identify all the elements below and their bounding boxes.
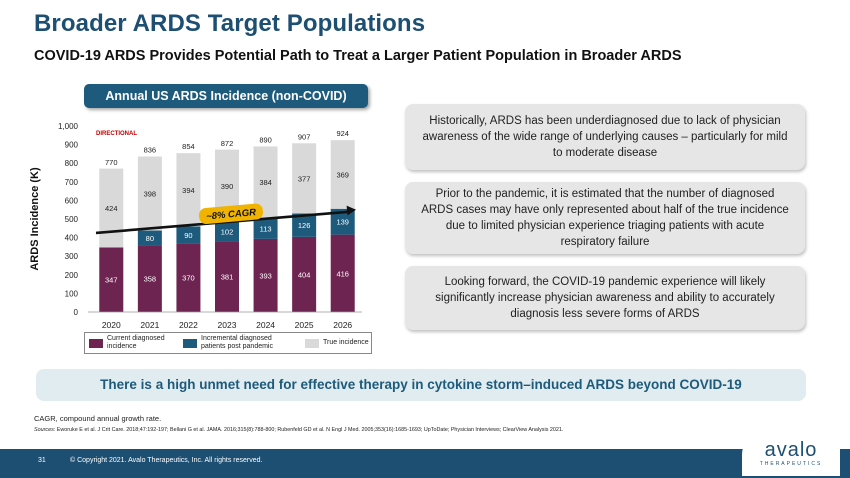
bar-segment <box>330 234 355 312</box>
bar-segment <box>137 245 162 312</box>
segment-value-label: 398 <box>144 190 157 199</box>
logo-wordmark: avalo <box>764 439 818 461</box>
x-tick-label: 2025 <box>295 320 314 330</box>
directional-label: DIRECTIONAL <box>96 131 137 137</box>
y-axis-title: ARDS Incidence (K) <box>29 167 41 271</box>
avalo-logo: avalo THERAPEUTICS <box>742 436 840 476</box>
trend-arrowhead <box>346 205 356 216</box>
abbreviation-note: CAGR, compound annual growth rate. <box>34 414 162 423</box>
copyright-text: © Copyright 2021. Avalo Therapeutics, In… <box>70 457 263 464</box>
info-box-outlook-text: Looking forward, the COVID-19 pandemic e… <box>435 276 775 320</box>
legend-label-incremental: Incremental diagnosed patients post pand… <box>201 335 273 350</box>
x-tick-label: 2022 <box>179 320 198 330</box>
segment-value-label: 113 <box>260 224 272 233</box>
unmet-need-banner: There is a high unmet need for effective… <box>36 369 806 401</box>
legend-label-current: Current diagnosed incidence <box>107 335 165 350</box>
segment-value-label: 416 <box>336 269 349 278</box>
legend-swatch-incremental <box>183 338 197 348</box>
legend-item-true: True incidence <box>305 338 369 348</box>
segment-value-label: 102 <box>221 228 234 237</box>
segment-value-label: 393 <box>259 271 272 280</box>
bar-segment <box>253 146 278 218</box>
bar-segment <box>176 153 201 227</box>
segment-value-label: 381 <box>221 273 234 282</box>
page-subtitle: COVID-19 ARDS Provides Potential Path to… <box>34 48 682 64</box>
info-box-prepandemic-text: Prior to the pandemic, it is estimated t… <box>421 188 789 248</box>
legend-label-true: True incidence <box>323 339 369 346</box>
bar-segment <box>137 230 162 246</box>
segment-value-label: 377 <box>298 174 311 183</box>
x-tick-label: 2026 <box>333 320 352 330</box>
bar-segment <box>137 156 162 231</box>
total-value-label: 872 <box>221 139 234 148</box>
bar-segment <box>99 247 124 312</box>
segment-value-label: 384 <box>259 178 272 187</box>
y-tick-label: 500 <box>65 215 79 224</box>
y-tick-label: 800 <box>65 159 79 168</box>
y-tick-label: 300 <box>65 252 79 261</box>
segment-value-label: 347 <box>105 276 118 285</box>
bar-segment <box>99 168 124 248</box>
x-tick-label: 2020 <box>102 320 121 330</box>
logo-subtext: THERAPEUTICS <box>759 461 823 467</box>
total-value-label: 890 <box>259 135 272 144</box>
sources-label: Sources: <box>34 427 56 433</box>
total-value-label: 907 <box>298 132 311 141</box>
y-tick-label: 200 <box>65 271 79 280</box>
total-value-label: 770 <box>105 158 118 167</box>
bar-segment <box>176 226 201 244</box>
y-tick-label: 1,000 <box>58 122 79 131</box>
legend-item-current: Current diagnosed incidence <box>89 335 175 351</box>
y-tick-label: 0 <box>74 308 79 317</box>
page-number: 31 <box>38 457 46 464</box>
segment-value-label: 126 <box>298 221 311 230</box>
segment-value-label: 424 <box>105 204 118 213</box>
segment-value-label: 394 <box>182 186 195 195</box>
legend-swatch-current <box>89 338 103 348</box>
ards-incidence-chart: ARDS Incidence (K) 0 100 200 300 400 500 600 700… <box>29 122 362 330</box>
bar-segment <box>253 217 278 239</box>
chart-title-pill: Annual US ARDS Incidence (non-COVID) <box>84 84 368 108</box>
chart-legend: Current diagnosed incidence Incremental … <box>84 332 372 354</box>
footer-bar <box>0 449 850 478</box>
info-box-outlook: Looking forward, the COVID-19 pandemic e… <box>405 266 805 330</box>
page-title: Broader ARDS Target Populations <box>34 10 426 37</box>
segment-value-label: 358 <box>144 275 157 284</box>
bar-segment <box>176 243 201 312</box>
segment-value-label: 370 <box>182 274 195 283</box>
segment-value-label: 90 <box>184 231 192 240</box>
segment-value-label: 139 <box>336 218 349 227</box>
x-tick-label: 2021 <box>140 320 159 330</box>
total-value-label: 854 <box>182 142 195 151</box>
segment-value-label: 390 <box>221 182 234 191</box>
y-tick-label: 900 <box>65 141 79 150</box>
x-tick-label: 2023 <box>218 320 237 330</box>
y-tick-label: 600 <box>65 196 79 205</box>
bar-segment <box>292 213 317 237</box>
info-box-history: Historically, ARDS has been underdiagnos… <box>405 104 805 170</box>
x-tick-label: 2024 <box>256 320 275 330</box>
sources-note: Sources: Eworuke E et al. J Crit Care. 2… <box>34 427 563 433</box>
y-tick-label: 400 <box>65 234 79 243</box>
segment-value-label: 404 <box>298 270 311 279</box>
legend-item-incremental: Incremental diagnosed patients post pand… <box>183 335 291 351</box>
bar-segment <box>215 241 239 312</box>
y-tick-label: 700 <box>65 178 79 187</box>
info-box-prepandemic: Prior to the pandemic, it is estimated t… <box>405 182 805 254</box>
bar-segment <box>330 140 355 209</box>
y-tick-label: 100 <box>65 289 79 298</box>
legend-swatch-true <box>305 338 319 348</box>
bar-segment <box>292 236 317 312</box>
segment-value-label: 369 <box>336 170 349 179</box>
bar-segment <box>215 222 239 242</box>
total-value-label: 836 <box>144 146 157 155</box>
cagr-callout <box>199 203 263 225</box>
total-value-label: 924 <box>336 129 349 138</box>
segment-value-label: 80 <box>146 234 154 243</box>
bar-segment <box>253 238 278 312</box>
info-box-history-text: Historically, ARDS has been underdiagnos… <box>422 115 788 159</box>
bar-segment <box>292 143 317 214</box>
sources-text: Eworuke E et al. J Crit Care. 2018;47:19… <box>55 427 564 433</box>
cagr-label: ~8% CAGR <box>206 207 257 222</box>
